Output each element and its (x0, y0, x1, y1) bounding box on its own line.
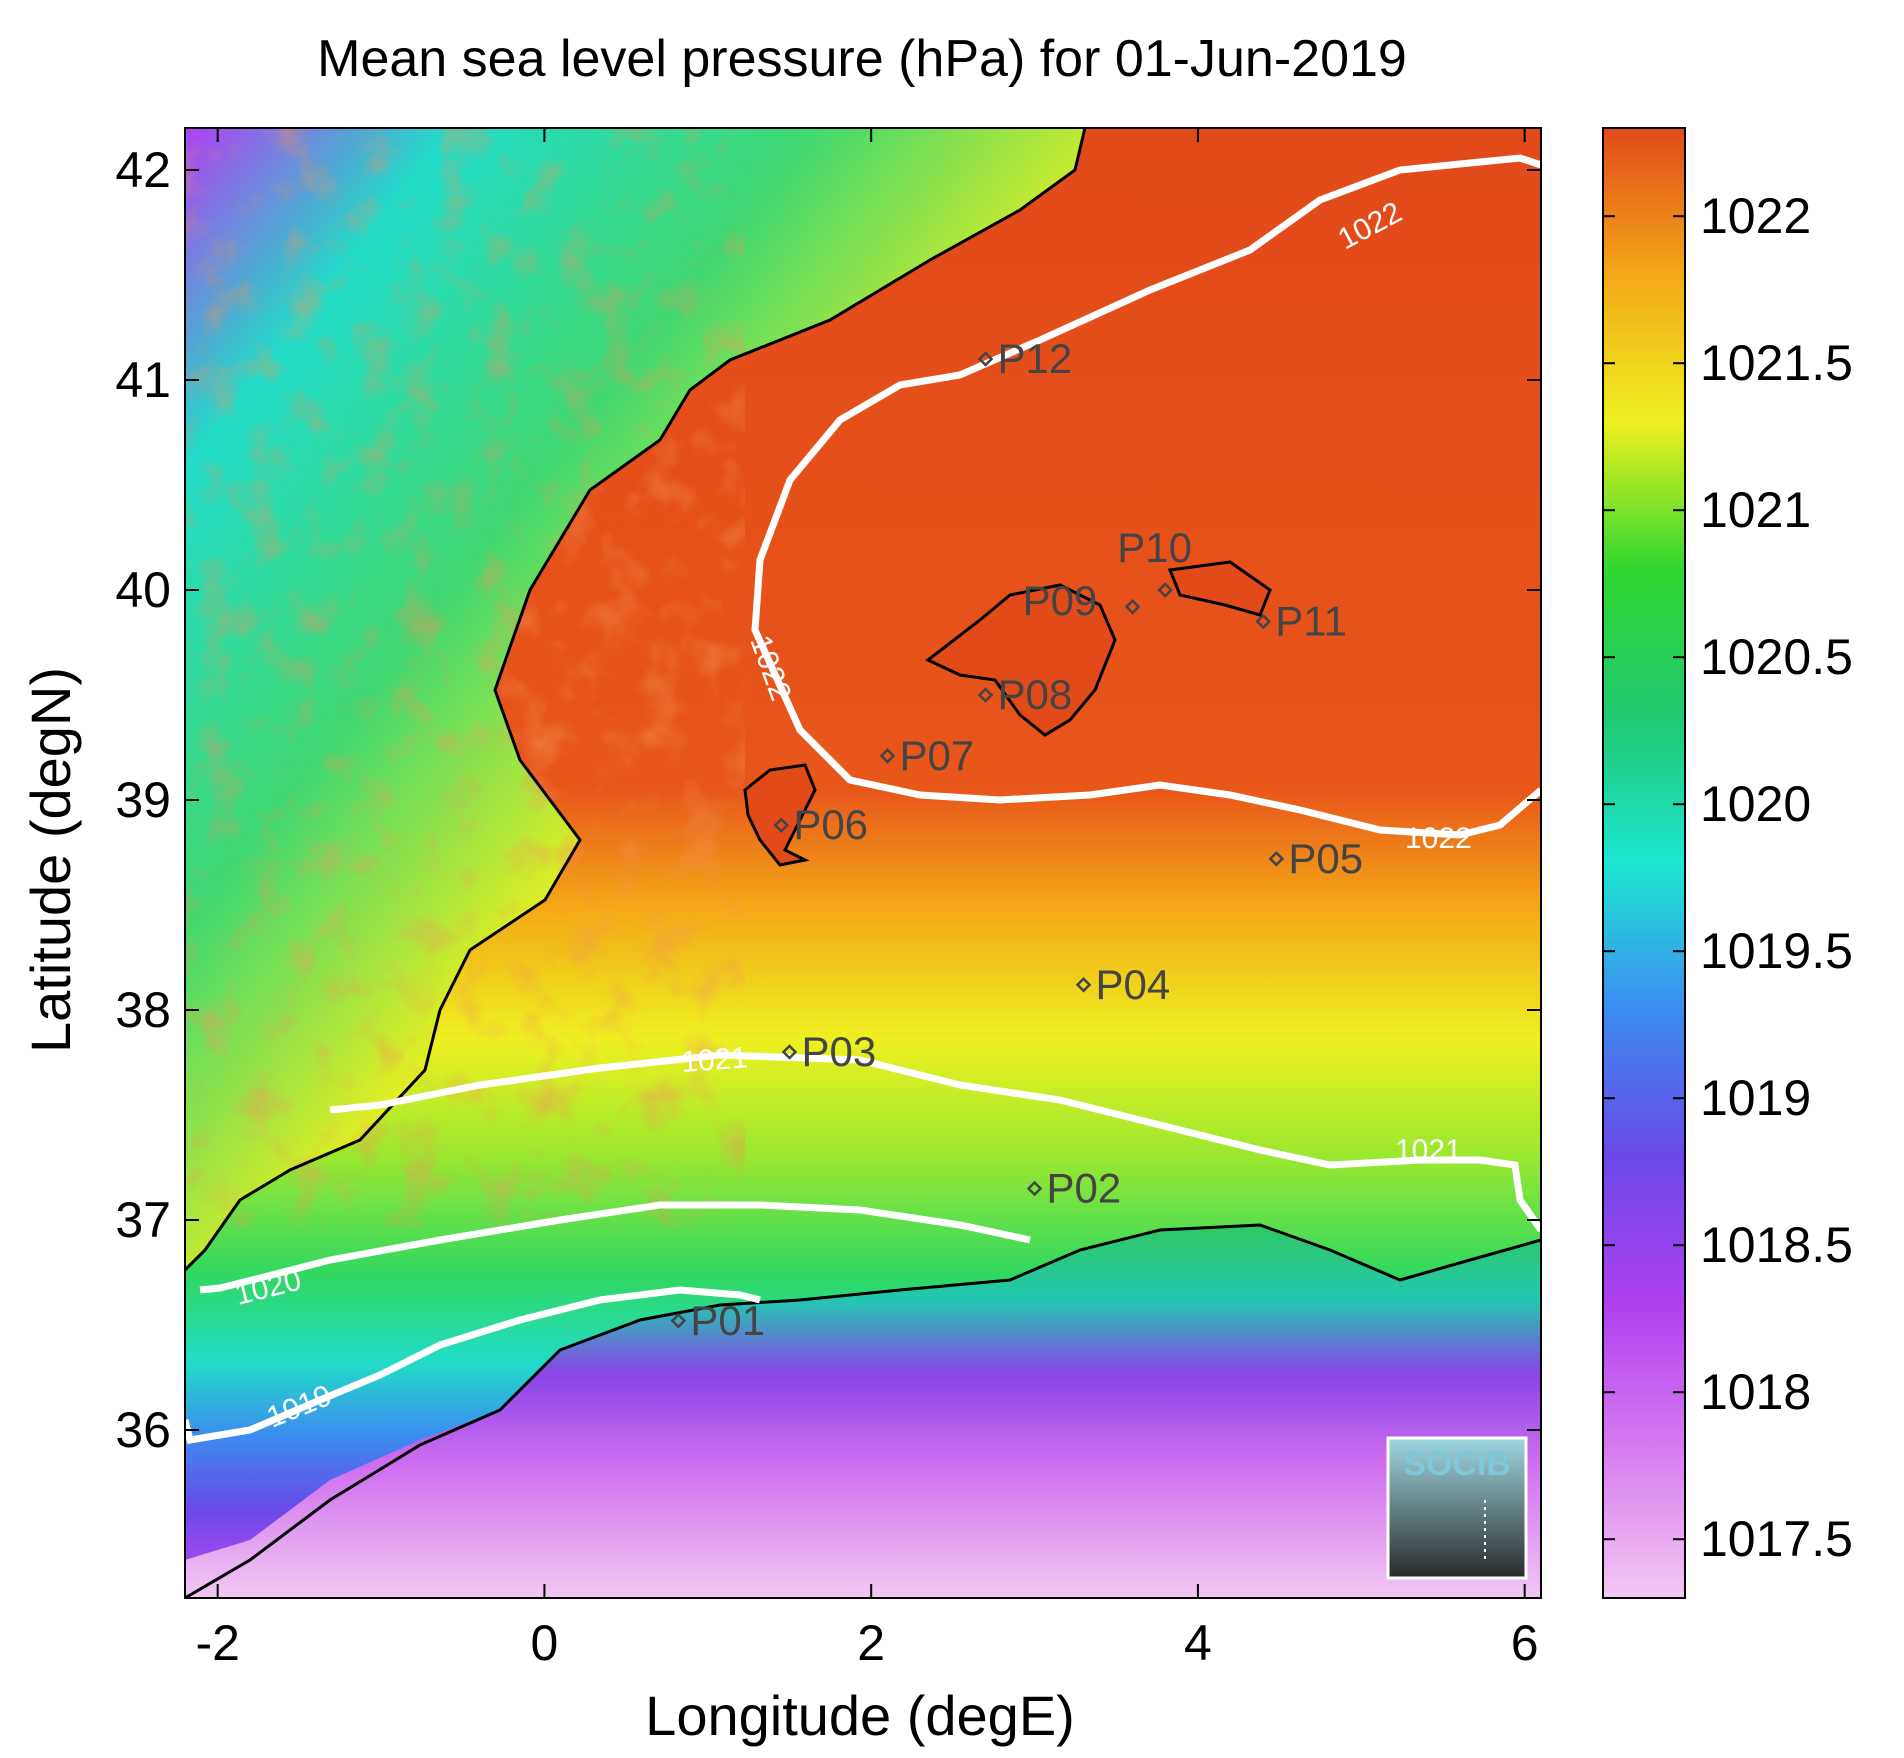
station-label: P12 (998, 335, 1073, 382)
station-label: P04 (1096, 961, 1171, 1008)
colorbar-tick-label: 1020.5 (1700, 629, 1853, 685)
x-tick-label: -2 (195, 1615, 239, 1671)
station-markers: P01 P02 P03 P04 P05 P06 P07 P08 P09 P10 P11 P12 (670, 335, 1363, 1344)
y-tick-label: 38 (115, 982, 171, 1038)
contour-label-1022c: 1022 (1405, 822, 1472, 855)
colorbar-tick-label: 1022 (1700, 188, 1811, 244)
x-tick-label: 2 (857, 1615, 885, 1671)
y-tick-label: 39 (115, 772, 171, 828)
station-marker (781, 1044, 798, 1060)
station-label: P07 (900, 732, 975, 779)
station-marker (1255, 613, 1272, 630)
mallorca-island (925, 583, 1117, 737)
x-tick-label: 4 (1184, 1615, 1212, 1671)
station-label: P08 (998, 671, 1073, 718)
station-marker (670, 1313, 687, 1329)
colorbar-ticks: 1017.5 1018 1018.5 1019 1019.5 1020 1020.5 1021… (1603, 188, 1853, 1567)
map-plot-area: 1022 1022 1022 1021 1021 1020 1019 P01P0… (185, 128, 1541, 1598)
colorbar-tick-label: 1019 (1700, 1070, 1811, 1126)
x-tick-label: 0 (531, 1615, 559, 1671)
terrain-texture (185, 128, 745, 1228)
africa-coastline (185, 1223, 1541, 1598)
station-label: P03 (801, 1028, 876, 1075)
colorbar-tick-label: 1018.5 (1700, 1217, 1853, 1273)
menorca-island (1167, 560, 1272, 617)
station-marker (977, 687, 994, 703)
station-label: P10 (1117, 524, 1192, 571)
station-marker (977, 351, 994, 367)
station-marker (1124, 599, 1141, 615)
x-axis: -2 0 2 4 6 (195, 128, 1539, 1671)
contour-1021 (329, 1051, 1541, 1233)
contour-1019 (185, 1286, 761, 1444)
y-tick-label: 37 (115, 1192, 171, 1248)
socib-logo: SOCIB (1386, 1436, 1528, 1580)
y-tick-label: 36 (115, 1402, 171, 1458)
contour-1020 (199, 1201, 1031, 1294)
station-marker (1268, 851, 1285, 867)
y-tick-label: 40 (115, 562, 171, 618)
africa-land-field (185, 1225, 1541, 1598)
y-axis: 36 37 38 39 40 41 42 (115, 142, 1541, 1458)
station-marker (773, 817, 790, 833)
ibiza-island (743, 763, 817, 867)
station-label: P06 (793, 801, 868, 848)
colorbar (1602, 127, 1686, 1599)
station-marker (879, 748, 896, 764)
y-tick-label: 42 (115, 142, 171, 198)
iberia-coastline (185, 128, 1087, 1272)
station-marker (1075, 977, 1092, 993)
station-label: P09 (1023, 577, 1098, 624)
colorbar-tick-label: 1017.5 (1700, 1511, 1853, 1567)
station-label: P01 (690, 1297, 765, 1344)
station-marker (1157, 582, 1174, 598)
plot-frame (184, 127, 1542, 1599)
y-tick-label: 41 (115, 352, 171, 408)
station-marker (1026, 1180, 1043, 1197)
x-axis-label: Longitude (degE) (645, 1684, 1075, 1747)
x-tick-label: 6 (1511, 1615, 1539, 1671)
colorbar-tick-label: 1019.5 (1700, 923, 1853, 979)
colorbar-tick-label: 1018 (1700, 1364, 1811, 1420)
logo-text: SOCIB (1403, 1445, 1511, 1483)
chart-title: Mean sea level pressure (hPa) for 01-Jun… (317, 30, 1407, 88)
colorbar-tick-label: 1020 (1700, 776, 1811, 832)
y-axis-label: Latitude (degN) (19, 667, 82, 1053)
contour-1022 (751, 154, 1541, 839)
colorbar-tick-label: 1021 (1700, 482, 1811, 538)
contour-label-1021a: 1021 (680, 1041, 749, 1079)
station-label: P11 (1275, 598, 1347, 645)
colorbar-tick-label: 1021.5 (1700, 335, 1853, 391)
station-label: P05 (1288, 835, 1363, 882)
contour-label-1021b: 1021 (1395, 1134, 1462, 1167)
station-label: P02 (1047, 1165, 1122, 1212)
